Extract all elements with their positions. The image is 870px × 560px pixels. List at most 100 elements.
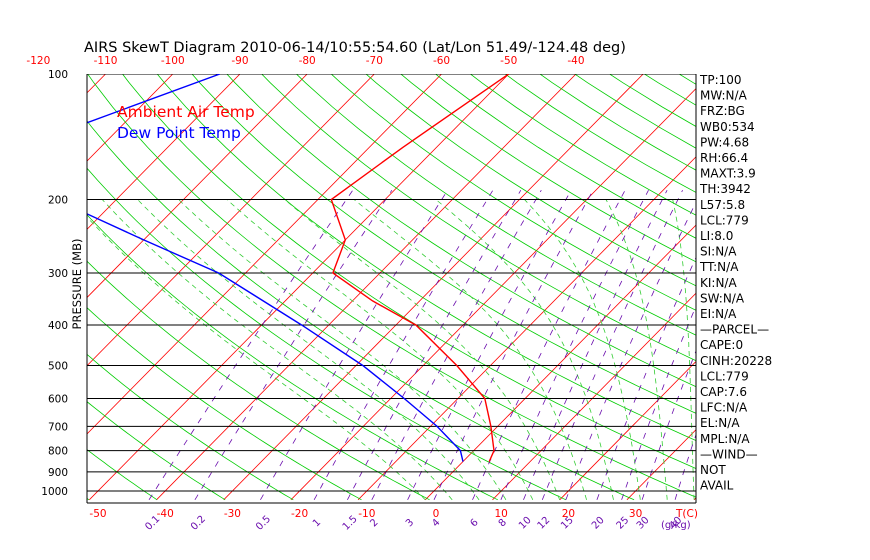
side-panel-item: CAPE:0 <box>700 338 743 352</box>
side-panel-item: KI:N/A <box>700 276 737 290</box>
side-panel-item: EI:N/A <box>700 307 737 321</box>
dry-adiabat-line <box>817 55 870 500</box>
bottom-temp-tick-label: 10 <box>495 508 508 520</box>
mixing-ratio-label: 0.5 <box>254 514 273 533</box>
axis-tick-labels: 1002003004005006007008009001000PRESSURE … <box>26 55 698 533</box>
dry-adiabat-line <box>87 401 226 501</box>
dry-adiabat-line <box>191 74 696 414</box>
plot-frame <box>86 74 697 504</box>
pressure-tick-label: 100 <box>48 69 68 81</box>
mixing-ratio-label: 0.2 <box>189 514 208 533</box>
side-panel-item: CAP:7.6 <box>700 385 747 399</box>
isotherm-line <box>87 74 174 162</box>
side-panel-item: MPL:N/A <box>700 432 750 446</box>
mixing-ratio-line <box>596 256 696 500</box>
legend-entry: Dew Point Temp <box>117 124 241 142</box>
isotherm-line <box>89 74 510 501</box>
side-panel-item: LCL:779 <box>700 369 749 383</box>
bottom-temp-tick-label: -20 <box>291 508 308 520</box>
mixing-ratio-line <box>347 189 522 500</box>
temperature-curve <box>330 74 510 462</box>
dry-adiabat-line <box>226 74 696 388</box>
pressure-tick-label: 600 <box>48 393 68 405</box>
side-panel-item: MAXT:3.9 <box>700 167 756 181</box>
mixing-ratio-line <box>313 189 494 500</box>
side-panel-item: LI:8.0 <box>700 229 733 243</box>
dry-adiabat-line <box>87 120 635 501</box>
mixing-ratio-label: 20 <box>590 515 607 532</box>
pressure-tick-label: 700 <box>48 421 68 433</box>
mixing-ratio-label: 10 <box>517 515 534 532</box>
bottom-temp-tick-label: -50 <box>89 508 106 520</box>
bottom-temp-tick-label: 20 <box>562 508 575 520</box>
side-panel-item: LCL:779 <box>700 213 749 227</box>
dry-adiabat-line <box>122 74 696 469</box>
dry-adiabat-line <box>87 167 567 501</box>
moist-adiabat-line <box>605 199 668 500</box>
mixing-ratio-line <box>433 190 594 500</box>
legend: Ambient Air Temp Dew Point Temp <box>117 103 255 142</box>
dry-adiabat-line <box>156 74 696 442</box>
dry-adiabat-line <box>365 74 696 287</box>
dewpoint-curve <box>87 74 464 462</box>
isotherm-line <box>87 74 241 230</box>
mixing-ratio-line <box>407 190 572 500</box>
isotherm-line <box>223 74 644 501</box>
pressure-tick-label: 400 <box>48 320 68 332</box>
side-panel-item: L57:5.8 <box>700 198 745 212</box>
bottom-temp-tick-label: -40 <box>157 508 174 520</box>
mixing-ratio-label: 1.5 <box>341 514 360 533</box>
legend-entry: Ambient Air Temp <box>117 103 255 121</box>
side-panel-item: TT:N/A <box>699 260 739 274</box>
pressure-tick-label: 1000 <box>41 486 68 498</box>
dry-adiabat-line <box>295 74 696 336</box>
mixing-ratio-line <box>674 433 696 500</box>
pressure-tick-label: 200 <box>48 195 68 207</box>
isotherm-line <box>87 74 375 367</box>
top-temp-tick-label: -90 <box>231 55 248 67</box>
moist-adiabat-line <box>101 199 453 501</box>
side-panel-item: WB0:534 <box>700 120 755 134</box>
pressure-tick-label: 300 <box>48 268 68 280</box>
side-panel-item: AVAIL <box>700 479 734 493</box>
mixing-ratio-line <box>500 190 649 500</box>
top-temp-tick-label: -80 <box>299 55 316 67</box>
dry-adiabat-line <box>87 307 362 501</box>
top-temp-tick-label: -40 <box>567 55 584 67</box>
side-panel-item: CINH:20228 <box>700 354 772 368</box>
isotherm-line <box>87 74 308 299</box>
top-temp-tick-label: -110 <box>94 55 118 67</box>
moist-adiabat-line <box>353 199 587 500</box>
isotherm-line <box>156 74 577 501</box>
bottom-temp-tick-label: -30 <box>224 508 241 520</box>
mixing-ratio-line <box>260 189 448 501</box>
dry-adiabat-line <box>87 260 430 501</box>
moist-adiabat-line <box>226 199 534 500</box>
isotherm-line <box>87 74 443 435</box>
top-temp-tick-label: -120 <box>26 55 50 67</box>
dry-adiabat-line <box>261 74 696 362</box>
dry-adiabat-line <box>400 74 696 263</box>
dry-adiabat-line <box>87 353 294 501</box>
pressure-tick-label: 900 <box>48 467 68 479</box>
mixing-ratio-line <box>621 305 696 500</box>
mixing-ratio-line <box>194 189 393 501</box>
side-panel-item: TP:100 <box>699 73 742 87</box>
moist-adiabat-line <box>435 199 614 500</box>
dry-adiabat-line <box>87 214 498 501</box>
mixing-ratio-line <box>472 190 626 500</box>
mixing-ratio-line <box>541 190 683 500</box>
mixing-ratio-label: 1 <box>311 517 323 529</box>
side-panel-item: NOT <box>700 463 726 477</box>
mixing-ratio-label: 3 <box>404 517 416 529</box>
y-axis-label: PRESSURE (MB) <box>70 239 84 330</box>
moist-adiabat-line <box>178 199 507 501</box>
dry-adiabat-line <box>0 55 21 500</box>
side-panel-item: RH:66.4 <box>700 151 748 165</box>
dry-adiabat-line <box>434 74 696 239</box>
mixing-ratio-line <box>565 201 696 500</box>
side-panel-item: TH:3942 <box>699 182 751 196</box>
top-temp-tick-label: -50 <box>500 55 517 67</box>
